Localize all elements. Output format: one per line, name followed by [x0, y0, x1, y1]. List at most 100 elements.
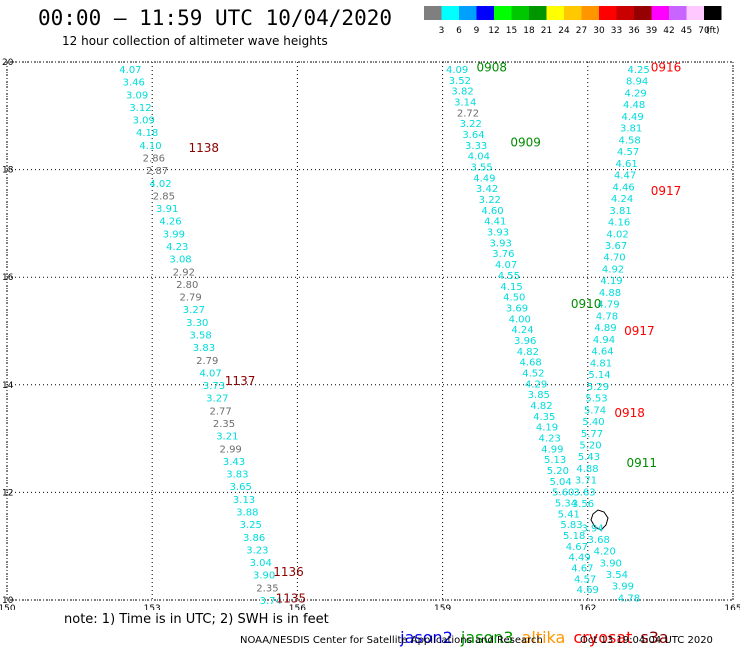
footer-note: note: 1) Time is in UTC; 2) SWH is in fe…	[64, 612, 329, 627]
swh-value: 3.91	[156, 204, 178, 215]
swh-value: 4.23	[166, 242, 188, 253]
swh-value: 5.04	[549, 477, 571, 488]
swh-value: 4.82	[530, 401, 552, 412]
colorbar-label: 24	[558, 26, 570, 36]
swh-value: 4.47	[614, 171, 636, 182]
color-scale-legend: 3 6 9 12 15 18 21 24 27 30 33 36 39 42 45 70(ft)	[424, 6, 722, 36]
pass-time-label: 0908	[476, 60, 507, 74]
swh-value: 4.02	[149, 179, 171, 190]
swh-value: 2.77	[210, 406, 232, 417]
colorbar-label: 33	[611, 26, 622, 36]
swh-value: 4.09	[446, 65, 468, 76]
swh-value: 5.18	[563, 531, 585, 542]
swh-value: 2.86	[143, 153, 165, 164]
swh-value: 3.12	[129, 103, 151, 114]
x-tick-label: 156	[289, 604, 306, 610]
swh-value: 4.78	[596, 311, 618, 322]
map-grid	[6, 61, 734, 601]
colorbar-label: 36	[628, 26, 640, 36]
colorbar-swatch	[476, 6, 494, 20]
swh-value: 4.67	[571, 564, 593, 575]
colorbar-label: 42	[663, 26, 674, 36]
swh-value: 4.41	[484, 217, 506, 228]
swh-value: 3.58	[189, 330, 211, 341]
satellite-legend: jason2 jason3 altika cryosat s3a	[390, 609, 677, 647]
swh-value: 5.40	[582, 417, 604, 428]
x-tick-label: 159	[434, 604, 451, 610]
swh-value: 5.60	[552, 488, 574, 499]
page-subtitle: 12 hour collection of altimeter wave hei…	[62, 34, 328, 48]
swh-value: 4.35	[533, 412, 555, 423]
pass-time-label: 1136	[273, 565, 304, 579]
swh-value: 3.27	[183, 305, 205, 316]
swh-value: 4.58	[618, 135, 640, 146]
colorbar-label: 12	[488, 26, 499, 36]
swh-value: 2.92	[173, 267, 195, 278]
swh-value: 4.67	[566, 542, 588, 553]
colorbar-swatch	[704, 6, 722, 20]
swh-value: 3.08	[169, 255, 191, 266]
swh-value: 3.14	[454, 98, 476, 109]
swh-value: 4.52	[522, 368, 544, 379]
swh-value: 4.07	[199, 368, 221, 379]
colorbar-label: 27	[576, 26, 587, 36]
swh-value: 3.94	[582, 523, 604, 534]
colorbar-swatch	[511, 6, 529, 20]
colorbar-swatch	[669, 6, 687, 20]
swh-value: 3.52	[449, 76, 471, 87]
swh-value: 3.65	[230, 482, 252, 493]
swh-value: 4.00	[509, 314, 531, 325]
swh-value: 4.26	[159, 217, 181, 228]
swh-value: 2.80	[176, 280, 198, 291]
pass-time-label: 1138	[189, 141, 220, 155]
pass-time-label: 1135	[276, 591, 307, 605]
swh-value: 4.49	[473, 173, 495, 184]
swh-value: 4.07	[495, 260, 517, 271]
y-tick-label: 20	[2, 58, 14, 68]
pass-time-label: 0910	[571, 297, 602, 311]
swh-value: 3.22	[479, 195, 501, 206]
swh-value: 3.86	[243, 533, 265, 544]
colorbar-label: 18	[523, 26, 535, 36]
swh-value: 3.99	[163, 229, 185, 240]
legend-cryosat: cryosat	[573, 628, 633, 647]
swh-value: 4.89	[594, 323, 616, 334]
x-tick-label: 165	[724, 604, 740, 610]
swh-tracks: 4.073.463.093.123.094.184.102.862.874.02…	[119, 65, 649, 607]
legend-jason2: jason2	[400, 628, 453, 647]
swh-value: 3.23	[246, 545, 268, 556]
swh-value: 4.20	[594, 547, 616, 558]
y-tick-label: 18	[2, 166, 14, 176]
swh-value: 5.20	[579, 440, 601, 451]
swh-value: 3.63	[573, 487, 595, 498]
swh-value: 3.43	[223, 457, 245, 468]
swh-value: 4.19	[536, 423, 558, 434]
swh-value: 3.21	[216, 432, 238, 443]
swh-value: 3.81	[620, 124, 642, 135]
colorbar-swatch	[686, 6, 704, 20]
colorbar-swatch	[599, 6, 617, 20]
swh-value: 3.04	[250, 558, 272, 569]
swh-value: 4.15	[500, 282, 522, 293]
swh-value: 3.85	[528, 390, 550, 401]
swh-value: 3.09	[126, 90, 148, 101]
swh-value: 3.56	[572, 499, 594, 510]
swh-value: 5.43	[578, 452, 600, 463]
swh-value: 4.78	[618, 593, 640, 604]
swh-value: 2.35	[256, 583, 278, 594]
legend-jason3: jason3	[460, 628, 514, 647]
swh-value: 4.57	[574, 574, 596, 585]
swh-value: 3.71	[575, 476, 597, 487]
swh-value: 4.19	[600, 276, 622, 287]
colorbar-swatch	[581, 6, 599, 20]
colorbar-swatch	[546, 6, 564, 20]
swh-value: 3.83	[226, 470, 248, 481]
swh-value: 3.83	[193, 343, 215, 354]
swh-value: 3.13	[233, 495, 255, 506]
swh-value: 2.79	[179, 293, 201, 304]
swh-value: 3.81	[609, 206, 631, 217]
swh-value: 4.55	[498, 271, 520, 282]
swh-value: 2.85	[153, 191, 175, 202]
swh-value: 4.82	[517, 347, 539, 358]
swh-value: 3.93	[490, 238, 512, 249]
